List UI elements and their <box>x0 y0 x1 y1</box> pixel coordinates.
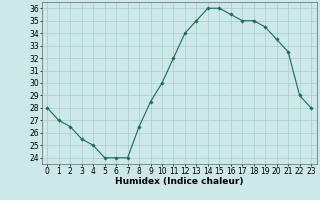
X-axis label: Humidex (Indice chaleur): Humidex (Indice chaleur) <box>115 177 244 186</box>
